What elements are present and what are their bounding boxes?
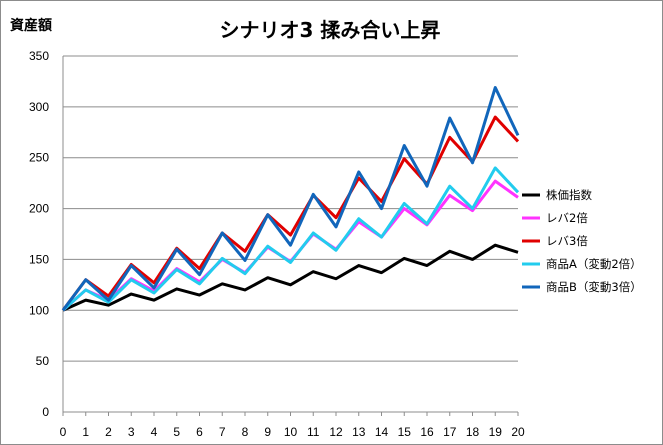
x-tick-label: 16 [420,425,434,439]
x-tick-label: 0 [60,425,67,439]
x-tick-label: 11 [307,425,320,439]
chart-title: シナリオ3 揉み合い上昇 [220,18,441,42]
x-tick-label: 12 [329,425,343,439]
axes [62,56,519,416]
y-axis-unit-label: 資産額 [10,17,52,34]
x-tick-label: 15 [398,425,412,439]
x-tick-label: 20 [511,425,525,439]
series-line-3 [61,115,520,312]
legend-label-1: 株価指数 [546,188,592,202]
y-tick-label: 150 [29,252,49,266]
x-tick-label: 5 [173,425,180,439]
gridlines [63,55,518,362]
x-tick-label: 4 [151,425,158,439]
x-tick-label: 10 [284,425,298,439]
legend-label-2: レバ2倍 [546,211,588,225]
y-tick-label: 100 [29,303,49,317]
x-tick-label: 3 [128,425,135,439]
series-line-5 [61,86,520,312]
x-tick-label: 14 [375,425,389,439]
x-tick-label: 6 [196,425,203,439]
x-tick-label: 8 [242,425,249,439]
series-lines [61,86,520,312]
y-tick-label: 200 [29,202,49,216]
legend-label-5: 商品B（変動3倍） [546,280,642,294]
x-tick-label: 13 [352,425,366,439]
x-tick-label: 18 [466,425,480,439]
y-tick-label: 250 [29,151,49,165]
legend-label-3: レバ3倍 [546,234,588,248]
x-tick-label: 2 [105,425,112,439]
x-tick-label: 7 [219,425,226,439]
y-tick-label: 300 [29,100,49,114]
x-tick-label: 19 [489,425,503,439]
x-tick-label: 9 [264,425,271,439]
series-line-4 [62,166,520,312]
y-tick-label: 50 [36,354,50,368]
y-tick-label: 350 [29,49,49,63]
series-line-1 [62,243,519,312]
x-tick-label: 17 [443,425,457,439]
legend-label-4: 商品A（変動2倍） [546,257,642,271]
x-tick-label: 1 [82,425,89,439]
y-tick-label: 0 [42,405,49,419]
